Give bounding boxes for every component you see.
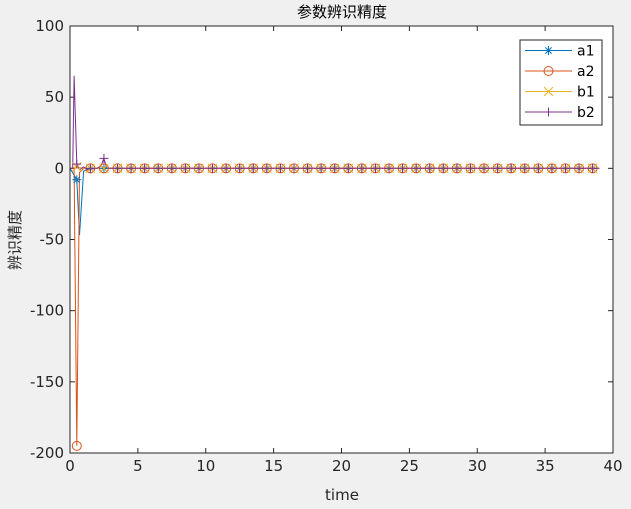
x-tick-label: 20 xyxy=(332,457,351,475)
data-point-b2 xyxy=(262,163,272,173)
y-axis-label: 辨识精度 xyxy=(6,210,24,270)
data-point-b2 xyxy=(465,163,475,173)
data-point-b2 xyxy=(452,163,462,173)
data-point-b2 xyxy=(194,163,204,173)
data-point-b2 xyxy=(167,163,177,173)
data-point-b2 xyxy=(126,163,136,173)
data-point-b2 xyxy=(316,163,326,173)
x-tick-label: 0 xyxy=(65,457,75,475)
data-point-b2 xyxy=(547,163,557,173)
data-point-b2 xyxy=(425,163,435,173)
data-point-a2 xyxy=(98,163,109,174)
data-point-b2 xyxy=(113,163,123,173)
data-point-b2 xyxy=(520,163,530,173)
data-point-b2 xyxy=(303,163,313,173)
legend: a1 a2 b1 b2 xyxy=(519,39,603,126)
axes-border xyxy=(69,25,614,454)
data-point-b2 xyxy=(99,153,109,163)
y-tick-label: -50 xyxy=(40,231,65,249)
data-point-b2 xyxy=(235,163,245,173)
series-markers-b2 xyxy=(72,153,598,174)
data-point-b2 xyxy=(330,163,340,173)
legend-label-a1: a1 xyxy=(577,44,595,60)
data-point-b2 xyxy=(180,163,190,173)
y-tick-label: 0 xyxy=(54,159,64,177)
y-tick-label: 50 xyxy=(45,88,64,106)
legend-label-b2: b2 xyxy=(577,105,595,121)
x-axis-label: time xyxy=(325,486,359,504)
data-point-b2 xyxy=(588,163,598,173)
data-point-b2 xyxy=(574,163,584,173)
data-point-a1 xyxy=(72,175,82,185)
data-point-b2 xyxy=(289,163,299,173)
data-point-b2 xyxy=(357,163,367,173)
data-point-b2 xyxy=(438,163,448,173)
data-point-b2 xyxy=(248,163,258,173)
legend-label-a2: a2 xyxy=(577,64,595,80)
data-point-b1 xyxy=(99,163,109,174)
data-point-a2 xyxy=(71,440,82,451)
data-point-b2 xyxy=(72,159,82,169)
data-point-b2 xyxy=(140,163,150,173)
x-tick-label: 5 xyxy=(133,457,143,475)
data-point-b2 xyxy=(153,163,163,173)
data-point-b2 xyxy=(384,163,394,173)
data-point-b2 xyxy=(493,163,503,173)
data-point-b2 xyxy=(560,163,570,173)
data-point-b2 xyxy=(221,163,231,173)
data-point-b2 xyxy=(398,163,408,173)
y-tick-label: -100 xyxy=(30,302,64,320)
legend-marker-b1 xyxy=(543,86,554,97)
data-point-b2 xyxy=(275,163,285,173)
chart-title: 参数辨识精度 xyxy=(297,3,387,21)
x-tick-label: 35 xyxy=(536,457,555,475)
legend-marker-a2 xyxy=(543,66,554,76)
data-point-b2 xyxy=(533,163,543,173)
x-tick-label: 15 xyxy=(264,457,283,475)
data-point-b2 xyxy=(479,163,489,173)
x-tick-label: 10 xyxy=(196,457,215,475)
data-point-b2 xyxy=(85,164,95,174)
data-point-b2 xyxy=(208,163,218,173)
y-tick-label: -150 xyxy=(30,373,64,391)
legend-label-b1: b1 xyxy=(577,85,595,101)
data-point-b2 xyxy=(411,163,421,173)
legend-marker-b2 xyxy=(544,107,553,117)
x-tick-label: 40 xyxy=(603,457,622,475)
legend-marker-a1 xyxy=(544,46,553,55)
legend-box xyxy=(519,39,603,126)
data-point-b2 xyxy=(506,163,516,173)
y-tick-label: 100 xyxy=(35,17,64,35)
y-tick-label: -200 xyxy=(30,444,64,462)
data-point-b2 xyxy=(370,163,380,173)
x-tick-label: 25 xyxy=(400,457,419,475)
x-tick-label: 30 xyxy=(468,457,487,475)
data-point-b2 xyxy=(343,163,353,173)
